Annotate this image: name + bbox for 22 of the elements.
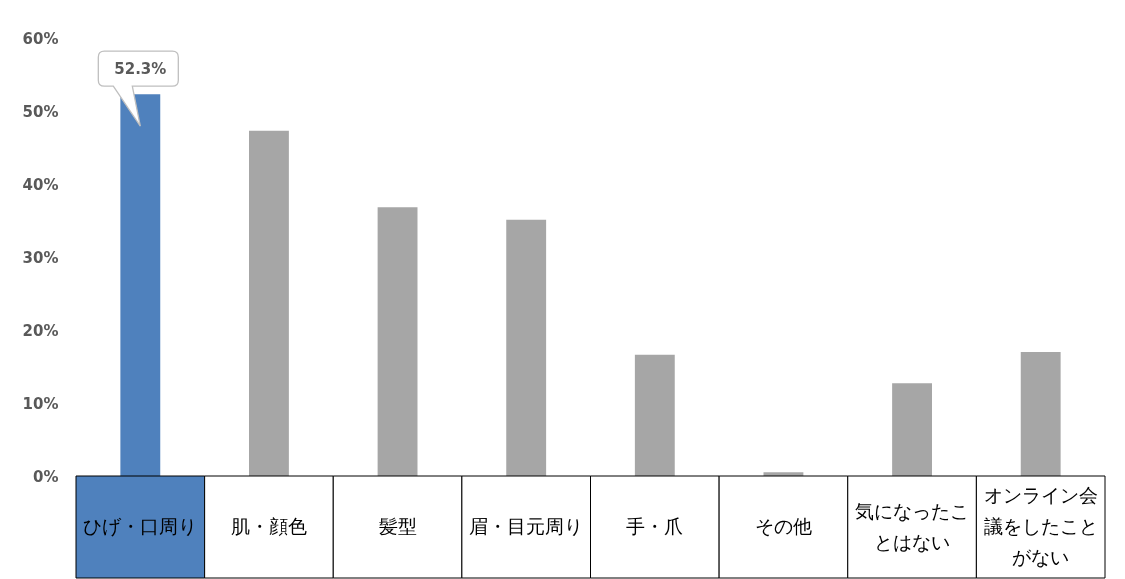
x-tick-label: 眉・目元周り [469, 515, 584, 537]
bar [249, 130, 289, 476]
x-tick-label: ひげ・口周り [83, 515, 198, 537]
x-tick-label: 肌・顔色 [230, 515, 307, 537]
y-tick-label: 0% [33, 467, 59, 486]
y-tick-label: 60% [22, 29, 59, 48]
data-label: 52.3% [114, 60, 167, 79]
bar [634, 354, 675, 476]
bar [377, 207, 418, 476]
y-tick-label: 50% [22, 102, 59, 121]
y-tick-label: 40% [22, 175, 59, 194]
bar [892, 383, 932, 476]
x-tick-label: 髪型 [378, 515, 417, 537]
bar [506, 219, 547, 476]
x-tick-label: その他 [754, 515, 812, 537]
bar [1020, 351, 1061, 476]
x-tick-label: オンライン会議をしたことがない [983, 484, 1098, 568]
y-tick-label: 30% [22, 248, 59, 267]
y-tick-label: 10% [22, 394, 59, 413]
y-tick-label: 20% [22, 321, 59, 340]
x-tick-label: 手・爪 [626, 515, 684, 537]
x-tick-label: 気になったことはない [855, 499, 970, 553]
